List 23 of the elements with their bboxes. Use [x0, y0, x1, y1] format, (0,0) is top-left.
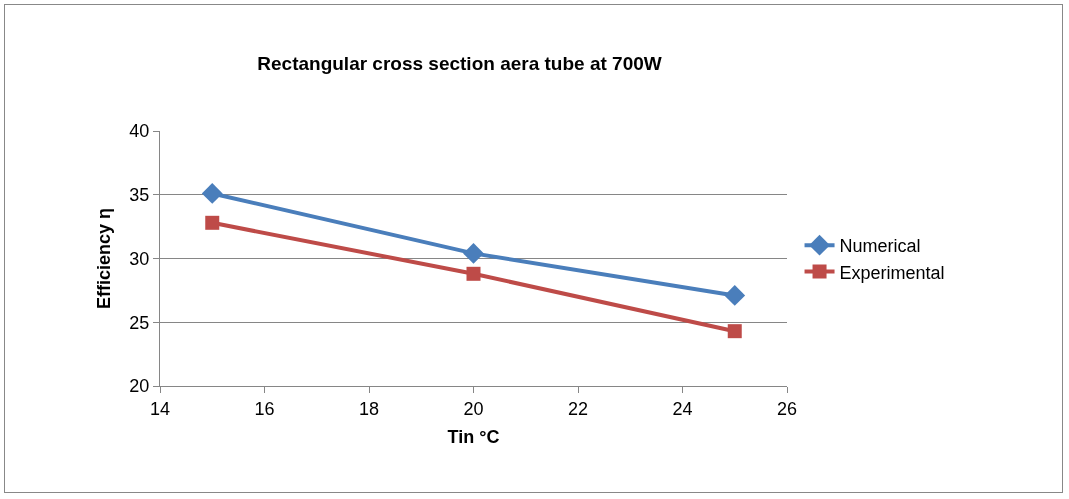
x-tick-label: 14 — [149, 398, 171, 419]
x-tick-label: 18 — [358, 398, 380, 419]
point — [724, 285, 746, 306]
point — [205, 215, 220, 230]
chart-title: Rectangular cross section aera tube at 700W — [257, 53, 662, 75]
y-axis-title: Efficiency η — [93, 207, 114, 310]
legend-label: Experimental — [839, 262, 945, 283]
point — [201, 183, 223, 204]
x-tick-label: 24 — [672, 398, 693, 419]
y-tick-label: 30 — [129, 248, 150, 269]
x-tick-label: 22 — [567, 398, 589, 419]
legend-label: Numerical — [839, 236, 921, 257]
y-tick-label: 40 — [129, 121, 150, 142]
x-tick-label: 20 — [463, 398, 484, 419]
x-tick-label: 16 — [254, 398, 275, 419]
y-tick-label: 25 — [129, 312, 150, 333]
point — [727, 324, 742, 339]
point — [463, 243, 484, 264]
y-tick-label: 35 — [129, 185, 150, 206]
x-tick-label: 26 — [776, 398, 798, 419]
x-axis-title: Tin °C — [447, 426, 500, 447]
y-tick-label: 20 — [129, 376, 150, 397]
point — [466, 266, 481, 281]
